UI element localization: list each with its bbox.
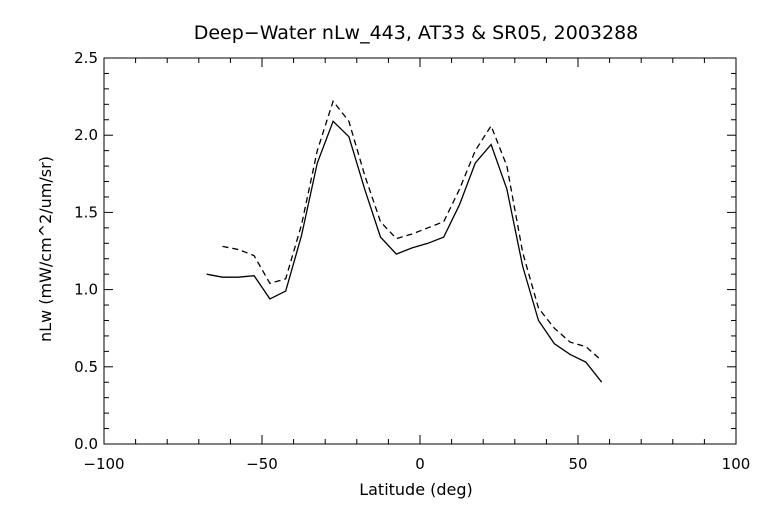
- x-tick-label: 100: [722, 455, 751, 473]
- series-lines: [206, 99, 603, 383]
- y-tick-label: 0.0: [74, 435, 98, 453]
- x-tick-label: −50: [246, 455, 278, 473]
- x-tick-label: 50: [568, 455, 587, 473]
- x-tick-label: −100: [83, 455, 124, 473]
- y-axis-label: nLw (mW/cm^2/um/sr): [36, 156, 55, 342]
- y-tick-label: 1.5: [74, 203, 98, 221]
- x-tick-label: 0: [415, 455, 425, 473]
- solid-series-line: [206, 120, 603, 383]
- y-tick-label: 2.0: [74, 126, 98, 144]
- chart-title: Deep−Water nLw_443, AT33 & SR05, 2003288: [194, 22, 639, 44]
- axis-tick-labels: −100 −50 0 50 100 0.0 0.5 1.0 1.5 2.0 2.5: [74, 49, 750, 473]
- x-axis-label: Latitude (deg): [359, 480, 473, 499]
- y-tick-label: 0.5: [74, 358, 98, 376]
- y-tick-label: 1.0: [74, 281, 98, 299]
- axis-ticks: [103, 57, 737, 445]
- y-tick-label: 2.5: [74, 49, 98, 67]
- dashed-series-line: [222, 99, 603, 362]
- plot-frame: [103, 57, 737, 445]
